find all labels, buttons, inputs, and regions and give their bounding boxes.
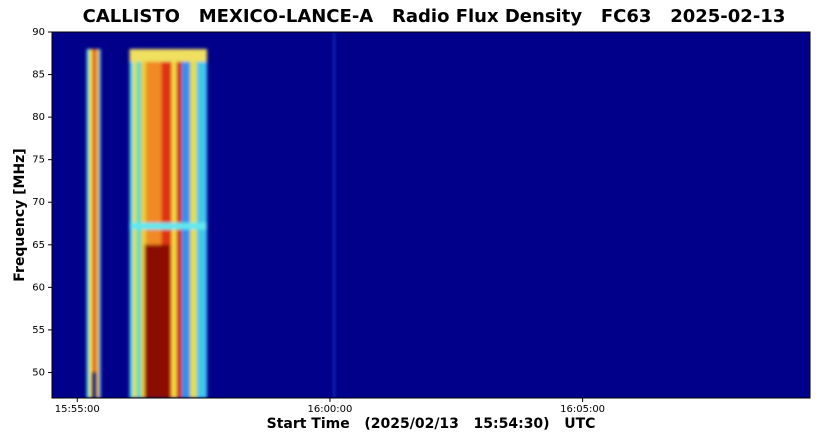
emission-strip: [95, 49, 100, 398]
emission-strip: [89, 49, 93, 398]
y-tick-label: 50: [32, 367, 45, 378]
x-tick-label: 15:55:00: [55, 404, 100, 415]
emission-strip: [333, 32, 335, 398]
y-tick-label: 85: [32, 70, 45, 81]
emission-strip: [86, 49, 90, 398]
y-tick-label: 75: [32, 155, 45, 166]
x-tick-label: 16:05:00: [560, 404, 605, 415]
x-tick-label: 16:00:00: [307, 404, 352, 415]
y-tick-label: 60: [32, 282, 45, 293]
y-tick-label: 90: [32, 27, 45, 38]
y-tick-label: 55: [32, 325, 45, 336]
emission-strip: [99, 49, 101, 398]
chart-title: CALLISTO MEXICO-LANCE-A Radio Flux Densi…: [83, 6, 786, 27]
x-axis-label: Start Time (2025/02/13 15:54:30) UTC: [267, 416, 596, 432]
emission-strip: [129, 49, 207, 62]
y-axis-label: Frequency [MHz]: [12, 148, 28, 281]
emission-strip: [144, 244, 170, 398]
emission-strip: [92, 49, 96, 373]
emission-strip: [129, 222, 207, 230]
spectrogram: [86, 32, 335, 398]
y-tick-label: 80: [32, 112, 45, 123]
y-tick-label: 65: [32, 240, 45, 251]
y-tick-label: 70: [32, 197, 45, 208]
plot-frame: [51, 31, 811, 399]
